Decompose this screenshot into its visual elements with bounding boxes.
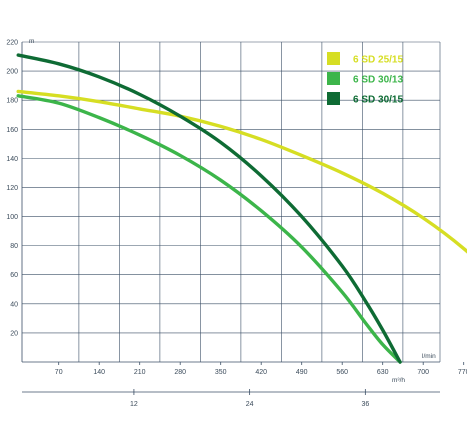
legend-label: 6 SD 30/15 — [353, 95, 403, 106]
y-tick-label: 140 — [6, 156, 18, 163]
legend-label: 6 SD 30/13 — [353, 75, 403, 86]
x-tick-label: 350 — [215, 369, 227, 376]
secondary-x-tick-label: 36 — [361, 401, 369, 408]
x-tick-label: 140 — [93, 369, 105, 376]
x-tick-label: 420 — [255, 369, 267, 376]
series-line — [16, 89, 467, 254]
y-tick-label: 40 — [10, 301, 18, 308]
x-tick-label: 560 — [336, 369, 348, 376]
series-line — [16, 94, 402, 364]
secondary-x-tick-label: 12 — [130, 401, 138, 408]
x-tick-label: 490 — [296, 369, 308, 376]
legend-label: 6 SD 25/15 — [353, 55, 403, 66]
x-tick-label: 70 — [55, 369, 63, 376]
x-tick-label: 700 — [417, 369, 429, 376]
x-unit-label-primary: l/min — [422, 353, 436, 360]
y-tick-label: 200 — [6, 69, 18, 76]
legend-swatch — [327, 52, 340, 65]
y-tick-label: 100 — [6, 214, 18, 221]
legend-swatch — [327, 72, 340, 85]
legend-swatch — [327, 92, 340, 105]
x-unit-label-secondary: m³/h — [392, 377, 405, 384]
y-tick-label: 180 — [6, 98, 18, 105]
y-tick-label: 160 — [6, 127, 18, 134]
x-tick-label: 210 — [134, 369, 146, 376]
x-tick-label: 630 — [377, 369, 389, 376]
y-tick-label: 80 — [10, 243, 18, 250]
y-tick-label: 220 — [6, 40, 18, 47]
y-tick-label: 60 — [10, 272, 18, 279]
y-unit-label: m — [29, 38, 34, 45]
series-curves — [16, 53, 467, 364]
x-tick-labels: 7014021028035042049056063070077084091098… — [55, 362, 467, 376]
secondary-x-tick-label: 24 — [246, 401, 254, 408]
legend: 6 SD 25/15 6 SD 30/13 6 SD 30/15 — [327, 52, 403, 106]
y-tick-label: 20 — [10, 330, 18, 337]
secondary-x-tick-labels: 12243648 — [130, 389, 369, 408]
x-tick-label: 280 — [174, 369, 186, 376]
y-tick-label: 120 — [6, 185, 18, 192]
grid — [22, 41, 441, 362]
x-tick-label: 770 — [458, 369, 467, 376]
series-line — [16, 53, 402, 364]
y-tick-labels: 20 40 60 80 100 120 140 160 180 200 220 — [6, 40, 18, 338]
